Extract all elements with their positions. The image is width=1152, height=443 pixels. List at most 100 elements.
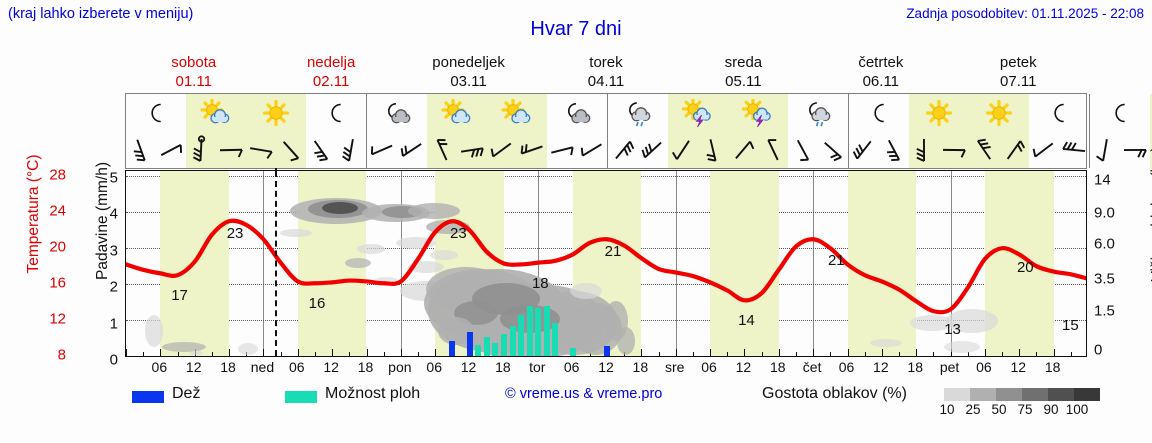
x-axis-tick [658,352,660,356]
copyright-link[interactable]: © vreme.us & vreme.pro [505,386,663,402]
x-axis-tick [366,349,368,356]
temperature-tick-label: 20 [49,238,66,256]
x-axis-tick [160,349,162,356]
showers-bar [500,333,507,356]
moon-icon [1090,94,1150,132]
temperature-extreme-label: 23 [450,225,467,243]
day-header-sreda: sreda 05.11 [675,52,812,92]
sun-cloud-storm-icon [668,94,728,132]
x-axis-tick-label: 12 [873,359,889,375]
x-axis-tick [435,349,437,356]
forecast-cell [1090,94,1150,168]
x-axis-tick-label: čet [802,359,822,375]
x-axis-tick [881,349,883,356]
x-axis-tick [1019,349,1021,356]
wind-barb-icon [1029,132,1089,168]
wind-barb-icon [969,132,1029,168]
forecast-plot: 17 23 16 23 18 21 14 21 13 20 [125,170,1087,357]
cloud-height-tick-label: 0 [1094,341,1103,359]
showers-bar [535,308,542,356]
cloud-density-chip [970,388,996,401]
x-axis-tick-label: 06 [701,359,717,375]
sun-icon [909,94,969,132]
x-axis-tick-label: pon [388,359,412,375]
x-axis-tick [1053,349,1055,356]
x-axis-tick [744,349,746,356]
wind-barb-icon [1090,132,1150,168]
day-boundary-gridline [813,171,815,356]
forecast-cell [126,94,186,168]
x-axis-tick [675,349,677,356]
cloud-density-chip [1048,388,1074,401]
forecast-cell [728,94,788,168]
x-axis-tick-label: 18 [220,359,236,375]
x-axis-tick [710,349,712,356]
moon-icon [849,94,909,132]
x-axis-tick [1002,352,1004,356]
x-axis-tick-label: 06 [976,359,992,375]
cloud-density-scale-value: 90 [1043,402,1059,417]
temperature-extreme-label: 17 [171,287,188,305]
wind-barb-icon [367,132,427,168]
showers-bar [569,348,576,356]
x-axis-tick [126,349,127,356]
forecast-cell [969,94,1029,168]
x-axis-tick [349,352,351,356]
x-axis-tick [418,352,420,356]
day-header-band: sobota 01.11 nedelja 02.11 ponedeljek 03.11 to… [125,52,1087,92]
day-date: 03.11 [450,73,487,90]
x-axis-tick-label: 12 [460,359,477,375]
weather-icon-wind-panel [125,93,1152,170]
wind-barb-icon [608,132,668,168]
x-axis-tick-label: 06 [288,359,305,375]
x-axis-tick [778,349,780,356]
day-date: 01.11 [175,73,212,90]
rain-legend-swatch [132,391,164,403]
x-axis-tick [332,349,334,356]
showers-bar [552,322,559,356]
rain-bar [604,346,610,356]
temperature-tick-label: 24 [49,202,66,220]
wind-barb-icon [788,132,848,168]
x-axis-tick [1036,352,1038,356]
x-axis-tick-label: pet [939,359,960,375]
wind-barb-icon [668,132,728,168]
last-update-text: Zadnja posodobitev: 01.11.2025 - 22:08 [906,6,1144,21]
day-name: nedelja [306,54,356,71]
wind-barb-icon [427,132,487,168]
sun-cloud-icon [487,94,547,132]
day-boundary-gridline [400,171,402,356]
wind-barb-icon [306,132,366,168]
day-header-četrtek: četrtek 06.11 [812,52,949,92]
forecast-cell [849,94,909,168]
x-axis-tick-label: 12 [598,359,614,375]
temperature-tick-label: 12 [49,310,66,328]
x-axis-tick [229,349,231,356]
temperature-extreme-label: 14 [738,312,755,330]
x-axis-tick [400,349,402,356]
temperature-extreme-label: 13 [944,321,961,339]
menu-hint-text: (kraj lahko izberete v meniju) [8,6,194,22]
day-header-ponedeljek: ponedeljek 03.11 [400,52,537,92]
sun-cloud-icon [427,94,487,132]
forecast-cell [487,94,547,168]
cloud-height-tick-label: 9.0 [1094,204,1115,222]
x-axis-tick-label: 18 [1044,359,1061,375]
moon-cloud-icon [367,94,427,132]
x-axis-tick [950,349,952,356]
wind-barb-icon [728,132,788,168]
temperature-extreme-label: 23 [226,225,244,243]
showers-bar [518,315,525,356]
temperature-tick-label: 16 [49,274,66,292]
day-date: 04.11 [587,73,625,90]
wind-barb-icon [126,132,186,168]
x-axis-tick-label: 18 [632,359,649,375]
day-date: 02.11 [312,73,350,90]
sun-cloud-storm-icon [728,94,788,132]
day-date: 05.11 [725,73,762,90]
forecast-cell [427,94,487,168]
x-axis-tick [916,349,918,356]
precipitation-bars-layer [126,171,1086,356]
showers-bar [492,342,499,356]
